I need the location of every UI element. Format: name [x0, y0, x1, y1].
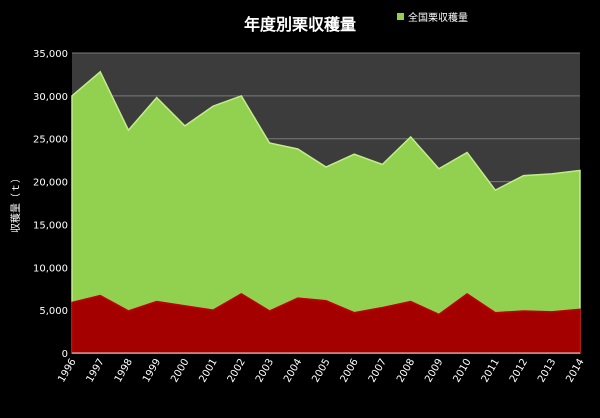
legend-label: 全国栗収穫量 — [408, 11, 468, 24]
x-tick-label: 2001 — [197, 357, 219, 385]
x-tick-label: 1999 — [141, 357, 163, 385]
x-tick-label: 2005 — [310, 357, 332, 385]
y-axis: 0 5,000 10,000 15,000 20,000 25,000 30,000 35,0… — [33, 49, 580, 360]
y-axis-label: 収穫量（ｔ） — [10, 173, 22, 233]
series-area-total — [71, 70, 581, 354]
x-tick-label: 2000 — [169, 357, 191, 385]
legend: 全国栗収穫量 — [397, 11, 468, 24]
y-tick-label: 20,000 — [33, 178, 68, 189]
x-tick-label: 2011 — [480, 357, 502, 385]
y-tick-label: 35,000 — [33, 49, 68, 60]
y-tick-label: 10,000 — [33, 263, 68, 274]
x-tick-label: 2004 — [282, 357, 304, 385]
x-tick-label: 2006 — [339, 357, 361, 385]
y-tick-label: 0 — [62, 349, 68, 360]
y-tick-label: 5,000 — [39, 306, 68, 317]
y-tick-label: 30,000 — [33, 92, 68, 103]
x-tick-label: 2012 — [508, 357, 530, 385]
series-area-secondary — [71, 292, 581, 354]
y-tick-label: 25,000 — [33, 135, 68, 146]
x-tick-label: 2008 — [395, 357, 417, 385]
x-tick-label: 2014 — [564, 357, 586, 385]
x-tick-label: 2002 — [226, 357, 248, 385]
series-areas — [71, 70, 581, 354]
x-tick-label: 2010 — [451, 357, 473, 385]
x-tick-label: 1997 — [85, 357, 107, 385]
y-tick-label: 15,000 — [33, 220, 68, 231]
x-tick-label: 2013 — [536, 357, 558, 385]
x-tick-label: 2003 — [254, 357, 276, 385]
legend-swatch — [397, 13, 404, 20]
x-tick-label: 1996 — [56, 357, 78, 385]
x-tick-label: 2007 — [367, 357, 389, 385]
x-tick-label: 1998 — [113, 357, 135, 385]
x-tick-label: 2009 — [423, 357, 445, 385]
x-axis: 1996 1997 1998 1999 2000 2001 2002 2003 2004 2005… — [56, 357, 586, 385]
chart-title: 年度別栗収穫量 — [244, 15, 356, 34]
